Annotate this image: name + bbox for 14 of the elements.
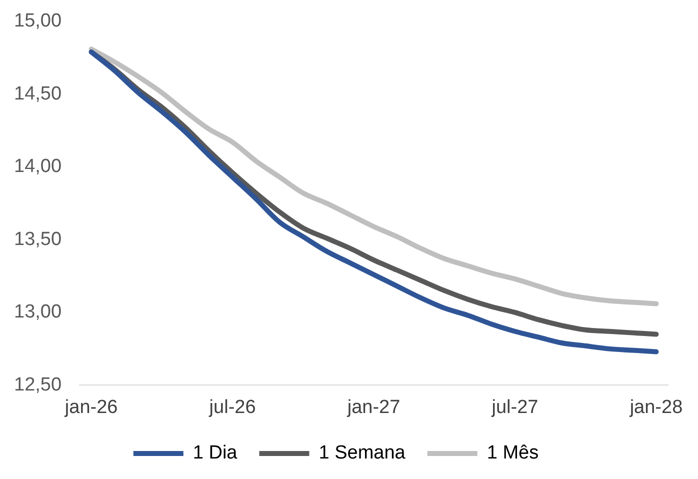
y-tick-label: 12,50 bbox=[14, 374, 62, 396]
x-tick-label: jan-28 bbox=[628, 396, 683, 418]
legend-label: 1 Mês bbox=[486, 442, 539, 464]
y-tick-label: 14,00 bbox=[14, 156, 62, 178]
x-tick-label: jul-27 bbox=[490, 396, 538, 418]
x-tick-label: jan-26 bbox=[64, 396, 118, 418]
y-tick-label: 13,00 bbox=[14, 302, 62, 323]
legend-label: 1 Semana bbox=[318, 442, 406, 464]
x-tick-label: jul-26 bbox=[208, 396, 256, 418]
y-tick-label: 13,50 bbox=[14, 228, 62, 250]
x-tick-label: jan-27 bbox=[346, 396, 400, 418]
y-tick-label: 15,00 bbox=[14, 10, 62, 32]
legend-label: 1 Dia bbox=[192, 442, 238, 464]
y-tick-label: 14,50 bbox=[14, 83, 62, 104]
